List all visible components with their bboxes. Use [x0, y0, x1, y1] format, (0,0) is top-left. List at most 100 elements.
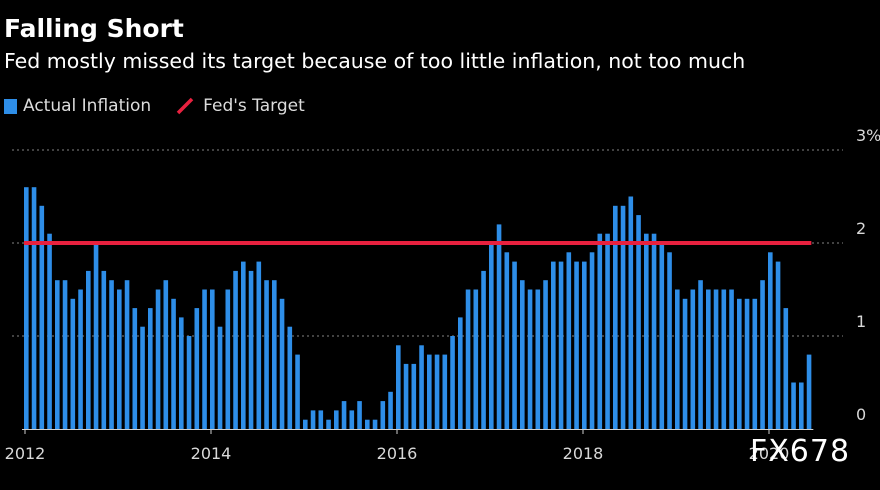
bar — [651, 233, 657, 429]
bar — [806, 354, 812, 429]
bar — [186, 336, 192, 429]
y-tick-label: 1 — [856, 312, 866, 331]
bar — [535, 289, 541, 429]
bar — [737, 298, 742, 429]
x-tick-label: 2016 — [377, 444, 418, 463]
bar — [264, 280, 269, 429]
bar — [47, 233, 52, 429]
x-tick-label: 2012 — [5, 444, 46, 463]
bar — [589, 252, 595, 429]
bar — [768, 252, 773, 429]
bar — [582, 261, 587, 429]
y-tick-label: 3% — [856, 126, 880, 145]
bar — [365, 419, 370, 429]
bar — [791, 382, 796, 429]
y-tick-label: 2 — [856, 219, 866, 238]
x-tick-label: 2018 — [563, 444, 604, 463]
bar — [225, 289, 231, 429]
chart-title: Falling Short — [4, 14, 184, 43]
bar — [101, 270, 107, 429]
bar — [721, 289, 727, 429]
bar — [62, 280, 68, 429]
bar — [287, 326, 293, 429]
bar — [713, 289, 719, 429]
bar — [574, 261, 579, 429]
bar — [194, 308, 200, 429]
bar — [729, 289, 734, 429]
y-tick-label: 0 — [856, 405, 866, 424]
legend-item-target: Fed's Target — [173, 96, 305, 116]
bar — [163, 280, 169, 429]
bar — [124, 280, 130, 429]
bar — [481, 270, 486, 429]
bar — [372, 419, 378, 429]
bar — [512, 261, 517, 429]
bar — [396, 345, 401, 429]
bar — [31, 187, 37, 429]
bar — [217, 326, 223, 429]
bar — [403, 363, 409, 429]
x-tick-label: 2014 — [191, 444, 232, 463]
bar — [357, 401, 362, 429]
legend-label-target: Fed's Target — [203, 96, 305, 116]
bar — [419, 345, 424, 429]
bar — [78, 289, 83, 429]
bar — [504, 252, 510, 429]
bar — [272, 280, 277, 429]
bar — [233, 270, 238, 429]
bar — [543, 280, 548, 429]
bar — [442, 354, 448, 429]
bar — [70, 298, 76, 429]
bar — [24, 187, 29, 429]
bar — [527, 289, 533, 429]
bar — [613, 205, 618, 429]
legend-label-actual: Actual Inflation — [23, 96, 152, 116]
legend-swatch-target — [176, 97, 194, 115]
bar — [698, 280, 703, 429]
bar — [620, 205, 626, 429]
bar — [434, 354, 440, 429]
bar — [450, 336, 455, 429]
bar — [148, 308, 153, 429]
bar — [256, 261, 262, 429]
bar — [210, 289, 215, 429]
bar — [473, 289, 479, 429]
bar — [341, 401, 347, 429]
bar — [132, 308, 138, 429]
bar — [310, 410, 316, 429]
bar — [109, 280, 114, 429]
bar — [597, 233, 603, 429]
bar — [155, 289, 161, 429]
bar — [388, 391, 393, 429]
bar — [744, 298, 750, 429]
bar — [334, 410, 339, 429]
bar — [458, 317, 463, 429]
bar — [706, 289, 711, 429]
bar — [667, 252, 672, 429]
bar — [241, 261, 246, 429]
bar — [558, 261, 564, 429]
bar — [349, 410, 355, 429]
chart-subtitle: Fed mostly missed its target because of … — [4, 49, 746, 73]
bar — [752, 298, 758, 429]
bar — [117, 289, 122, 429]
bar — [465, 289, 471, 429]
bar — [644, 233, 649, 429]
bar — [303, 419, 308, 429]
legend: Actual Inflation Fed's Target — [4, 96, 327, 116]
bar — [799, 382, 804, 429]
bar — [783, 308, 789, 429]
bar — [279, 298, 285, 429]
bar — [659, 243, 665, 429]
bar — [202, 289, 207, 429]
bar — [39, 205, 45, 429]
bar — [496, 224, 502, 429]
bar — [605, 233, 610, 429]
bar — [318, 410, 324, 429]
bar — [140, 326, 145, 429]
legend-swatch-actual — [4, 98, 17, 114]
bar — [489, 243, 494, 429]
bar — [326, 419, 331, 429]
bar — [628, 196, 634, 429]
x-tick-label: 2020 — [749, 444, 790, 463]
